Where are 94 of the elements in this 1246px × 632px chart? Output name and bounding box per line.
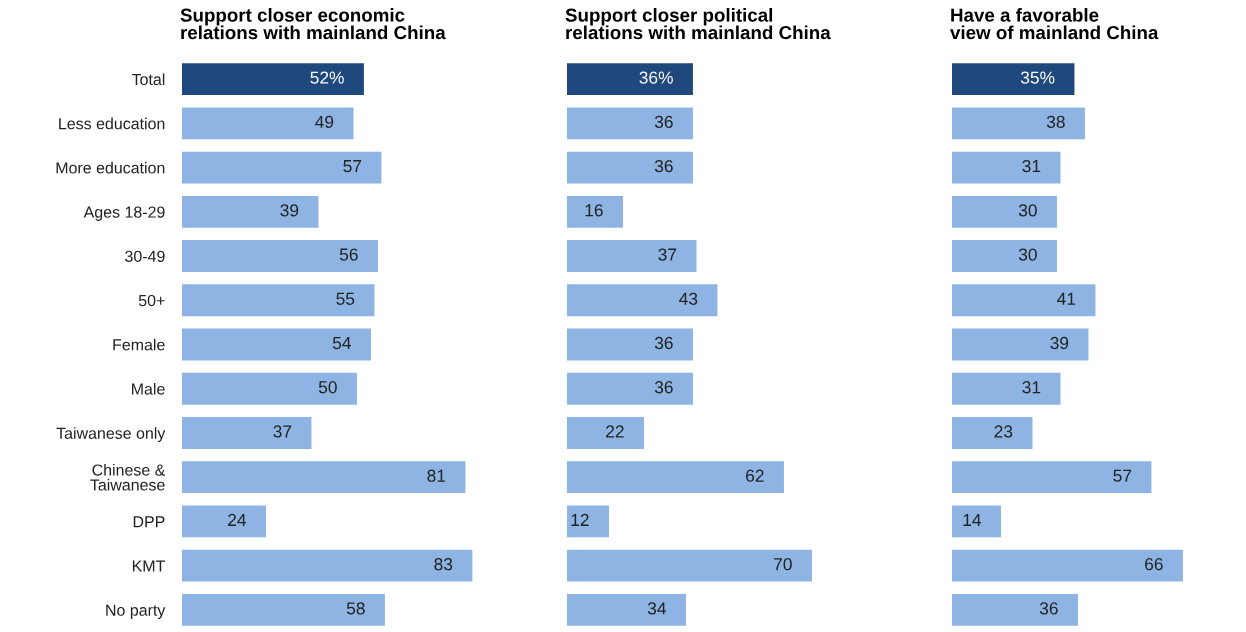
bar — [567, 593, 686, 626]
y-tick-label: More education — [56, 161, 165, 174]
data-label: 81 — [427, 469, 446, 482]
bar — [182, 195, 319, 228]
bar — [952, 240, 1057, 272]
data-label: 55 — [336, 292, 355, 305]
y-tick-label: DPP — [133, 516, 165, 528]
y-tick-label: Ages 18-29 — [83, 206, 165, 221]
bar — [952, 195, 1057, 228]
y-tick-label: 30-49 — [125, 250, 165, 262]
bar — [182, 151, 382, 184]
data-label: 70 — [774, 558, 792, 571]
bar — [567, 549, 812, 582]
data-label: 83 — [434, 558, 453, 571]
data-label: 36 — [654, 381, 673, 394]
bar — [952, 461, 1152, 494]
bar — [952, 107, 1085, 140]
bar — [567, 505, 609, 538]
data-label: 54 — [332, 337, 351, 350]
data-label: 24 — [228, 513, 247, 526]
data-label: 36% — [639, 71, 673, 84]
bar — [952, 284, 1096, 317]
bar — [952, 549, 1183, 582]
y-tick-label: Chinese & Taiwanese — [90, 463, 166, 491]
bar — [567, 195, 623, 228]
y-tick-label: Male — [132, 382, 165, 395]
bar — [182, 549, 473, 582]
y-tick-label: Less education — [59, 117, 165, 130]
data-label: 49 — [315, 115, 334, 129]
bar — [952, 372, 1061, 405]
data-label: 41 — [1057, 292, 1076, 305]
bar — [182, 417, 312, 449]
data-label: 23 — [994, 425, 1013, 438]
data-label: 37 — [273, 425, 292, 438]
bar — [182, 328, 371, 361]
data-label: 31 — [1022, 159, 1041, 173]
data-label: 36 — [1039, 602, 1058, 615]
bar — [567, 372, 693, 405]
bar — [567, 284, 718, 317]
bar — [567, 107, 693, 140]
bar — [182, 505, 266, 538]
bar — [182, 372, 357, 405]
data-label: 14 — [963, 513, 982, 526]
chart-title: Have a favorable view of mainland China — [950, 8, 1159, 40]
bar — [567, 240, 697, 272]
data-label: 16 — [585, 204, 603, 217]
bar — [567, 461, 784, 494]
data-label: 57 — [343, 160, 362, 173]
y-tick-label: Taiwanese only — [56, 427, 166, 443]
bar — [567, 63, 693, 96]
data-label: 35% — [1020, 71, 1055, 84]
bar — [952, 328, 1089, 361]
bar — [567, 417, 644, 449]
bar — [952, 151, 1061, 184]
y-tick-label: 50+ — [138, 294, 165, 307]
data-label: 58 — [346, 602, 365, 615]
data-label: 34 — [647, 602, 667, 615]
bar — [182, 461, 466, 494]
bar — [952, 63, 1075, 96]
data-label: 43 — [679, 292, 698, 305]
bar — [182, 63, 364, 96]
bar — [182, 240, 378, 272]
data-label: 56 — [339, 248, 358, 261]
data-label: 38 — [1046, 115, 1065, 129]
data-label: 52% — [310, 71, 344, 84]
data-label: 31 — [1022, 381, 1041, 394]
data-label: 50 — [318, 381, 337, 394]
bar — [182, 107, 354, 140]
data-label: 57 — [1113, 469, 1132, 482]
data-label: 36 — [654, 115, 673, 129]
y-tick-label: KMT — [132, 560, 165, 572]
data-label: 30 — [1018, 248, 1037, 261]
bar — [952, 593, 1078, 626]
data-label: 62 — [746, 469, 764, 482]
data-label: 22 — [606, 425, 624, 438]
data-label: 66 — [1145, 558, 1163, 571]
bar — [952, 505, 1001, 538]
y-tick-label: No party — [106, 604, 166, 619]
data-label: 39 — [280, 204, 299, 217]
y-tick-label: Total — [131, 73, 165, 86]
data-label: 30 — [1018, 204, 1037, 217]
data-label: 39 — [1050, 336, 1069, 350]
data-label: 12 — [571, 513, 589, 526]
bar — [567, 328, 693, 361]
chart-title: Support closer political relations with mainland China — [565, 8, 831, 40]
data-label: 36 — [654, 336, 673, 350]
bar — [182, 593, 385, 626]
bar — [567, 151, 693, 184]
bar — [952, 417, 1033, 449]
chart-title: Support closer economic relations with mainland China — [180, 8, 446, 40]
y-tick-label: Female — [113, 338, 165, 351]
data-label: 37 — [658, 248, 677, 261]
data-label: 36 — [654, 159, 673, 173]
bar — [182, 284, 375, 317]
